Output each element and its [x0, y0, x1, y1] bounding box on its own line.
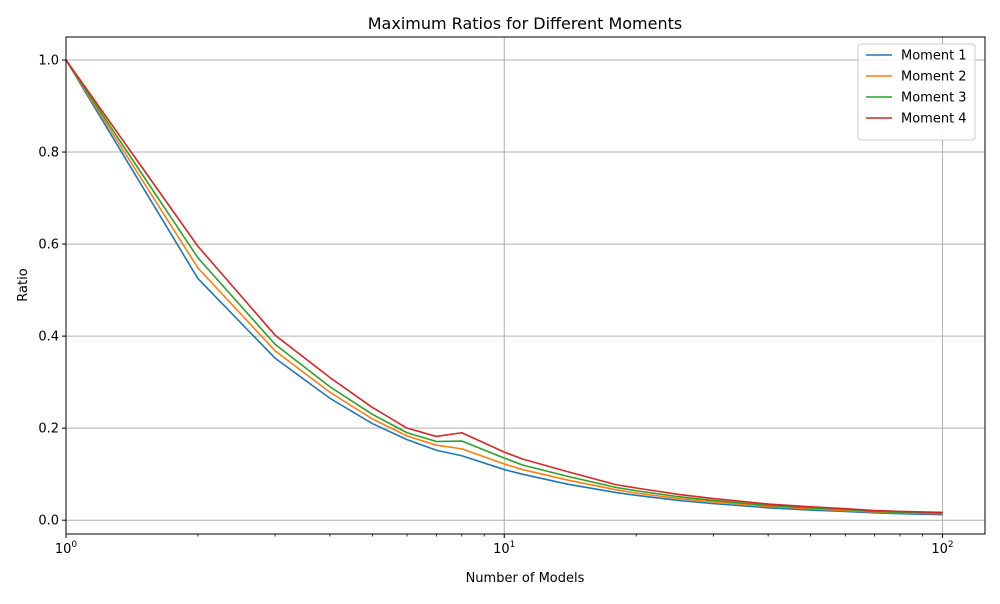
y-tick-label: 0.8: [38, 146, 59, 161]
series-line-moment-1: [65, 59, 943, 516]
series-lines: [65, 59, 943, 516]
legend-label: Moment 1: [901, 49, 967, 64]
y-tick-label: 0.4: [38, 330, 59, 345]
y-tick-label: 0.2: [38, 422, 59, 437]
legend-label: Moment 3: [901, 91, 967, 106]
plot-frame: [65, 36, 986, 535]
legend-box: [857, 43, 976, 141]
series-line-moment-3: [65, 59, 943, 515]
series-line-moment-4: [65, 59, 943, 514]
y-tick-label: 1.0: [38, 54, 59, 69]
legend-label: Moment 2: [901, 70, 967, 85]
legend-label: Moment 4: [901, 112, 967, 127]
legend: Moment 1 Moment 2 Moment 3 Moment 4: [857, 43, 976, 141]
y-tick-label: 0.0: [38, 514, 59, 529]
chart-title: Maximum Ratios for Different Moments: [368, 14, 682, 33]
y-axis-label: Ratio: [16, 268, 31, 301]
y-tick-label: 0.6: [38, 238, 59, 253]
x-axis-label: Number of Models: [466, 571, 585, 586]
